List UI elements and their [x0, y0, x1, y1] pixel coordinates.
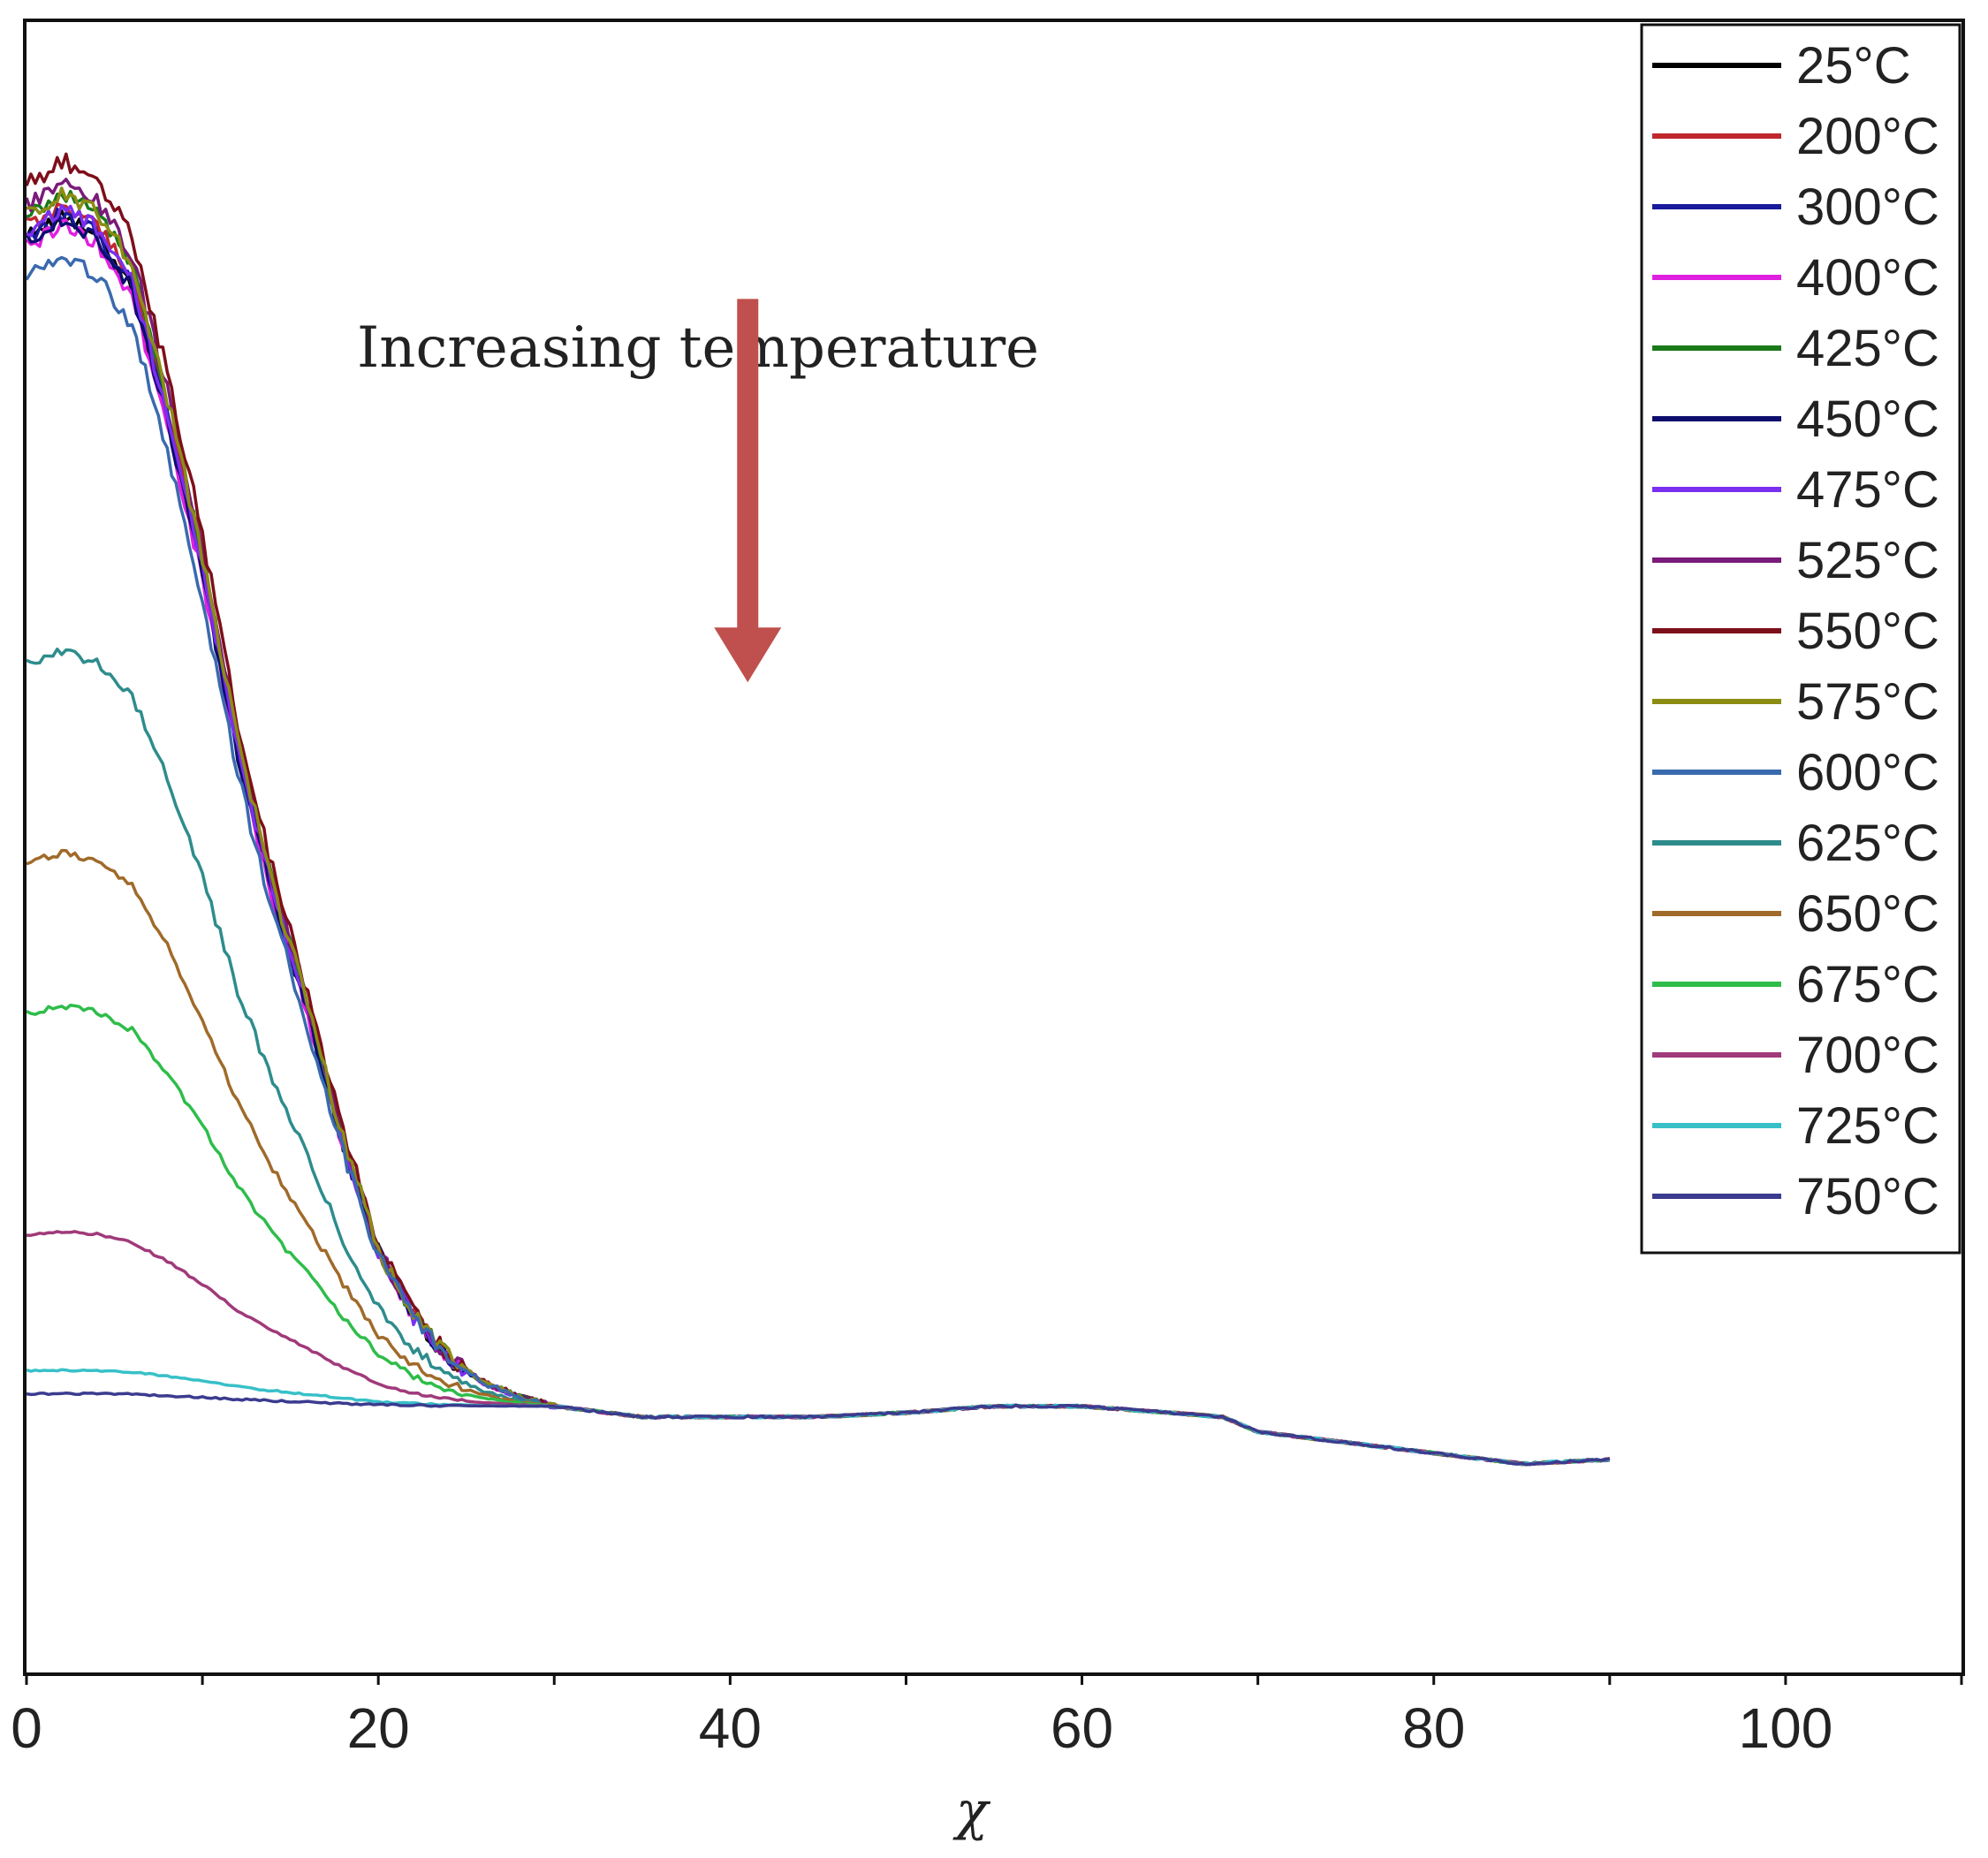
x-axis: 0 20 40 60 80 100 — [11, 1672, 1963, 1760]
x-tick-label: 80 — [1402, 1696, 1465, 1760]
legend-label: 600°C — [1796, 744, 1939, 801]
legend-label: 200°C — [1796, 108, 1939, 165]
series-line-16 — [26, 1391, 1611, 1467]
legend-label: 425°C — [1796, 320, 1939, 377]
series-line-13 — [26, 1003, 1611, 1466]
plot-frame — [23, 19, 1965, 1676]
series-line-12 — [26, 848, 1611, 1467]
legend-label: 725°C — [1796, 1097, 1939, 1155]
x-axis-label: χ — [952, 1780, 991, 1842]
legend-label: 450°C — [1796, 391, 1939, 448]
legend-label: 700°C — [1796, 1027, 1939, 1084]
x-tick-label: 60 — [1051, 1696, 1113, 1760]
x-tick-label: 100 — [1739, 1696, 1833, 1760]
legend-box — [1640, 23, 1961, 1255]
series-line-14 — [26, 1230, 1611, 1466]
legend-label: 300°C — [1796, 178, 1939, 236]
legend-label: 575°C — [1796, 673, 1939, 731]
annotation-text: Increasing temperature — [357, 315, 1039, 381]
legend-label: 550°C — [1796, 603, 1939, 660]
legend-label: 475°C — [1796, 461, 1939, 519]
arrow-shaft — [737, 299, 759, 630]
x-tick-label: 0 — [11, 1696, 42, 1760]
legend-label: 750°C — [1796, 1168, 1939, 1225]
x-tick-label: 40 — [699, 1696, 762, 1760]
arrow-head — [714, 627, 782, 683]
plot-lines — [25, 152, 1611, 1467]
annotation-arrow — [714, 299, 782, 683]
legend-label: 675°C — [1796, 956, 1939, 1013]
legend-label: 625°C — [1796, 815, 1939, 872]
series-line-5 — [25, 212, 1610, 1467]
legend-label: 400°C — [1796, 249, 1939, 307]
legend-label: 525°C — [1796, 532, 1939, 589]
series-line-11 — [26, 647, 1611, 1467]
legend-label: 650°C — [1796, 885, 1939, 943]
legend: 25°C 200°C 300°C 400°C 425°C 450°C 475°C 525°C 5… — [1640, 23, 1961, 1255]
legend-label: 25°C — [1796, 37, 1911, 95]
x-tick-label: 20 — [347, 1696, 410, 1760]
annotation: Increasing temperature — [357, 299, 1039, 683]
